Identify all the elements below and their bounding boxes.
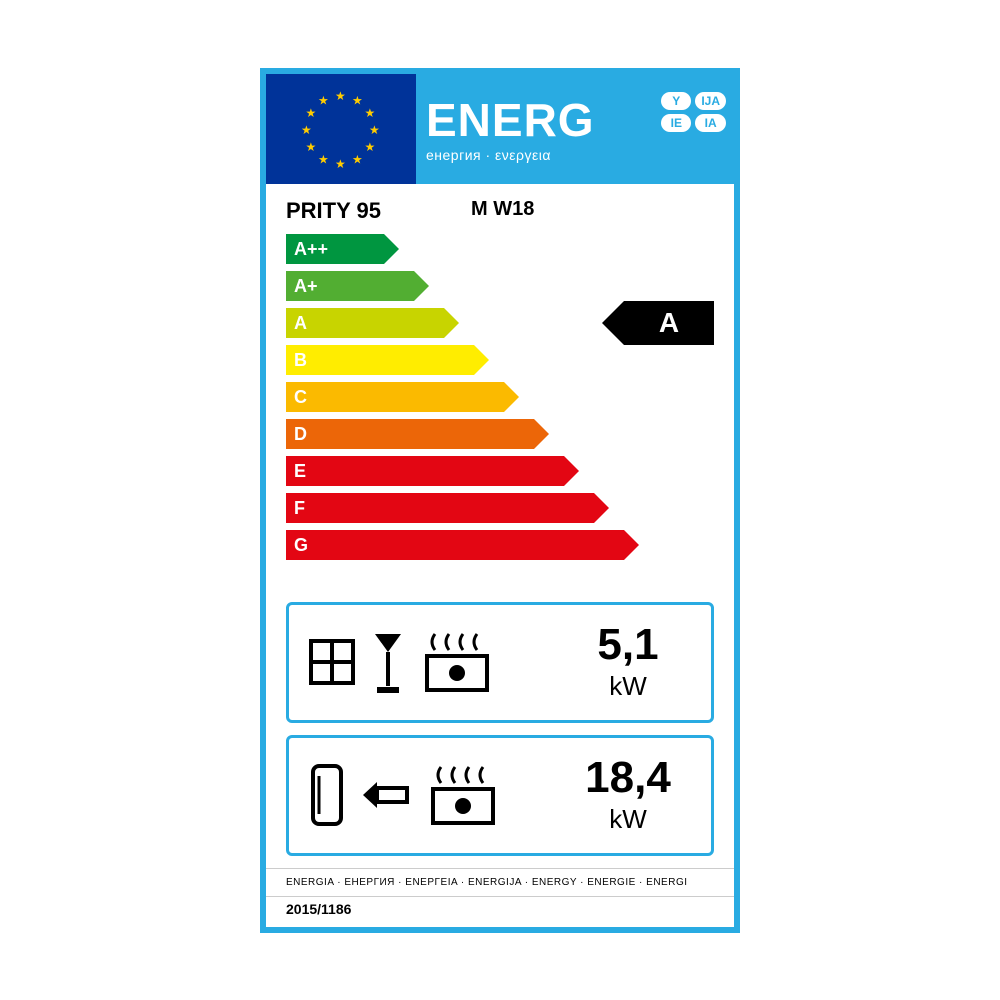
lamp-icon	[371, 630, 405, 694]
room-heat-value: 5,1 kW	[563, 623, 693, 702]
water-heat-icons	[307, 762, 563, 828]
scale-arrow: A+	[286, 271, 414, 301]
energ-pills: YIJAIEIA	[661, 92, 726, 132]
room-heat-box: 5,1 kW	[286, 602, 714, 723]
tank-icon	[307, 762, 347, 828]
energ-subtitle: енергия · ενεργεια	[426, 147, 724, 163]
scale-arrow: A	[286, 308, 444, 338]
energ-pill: IE	[661, 114, 691, 132]
water-heat-value: 18,4 kW	[563, 756, 693, 835]
energ-pill: IA	[695, 114, 726, 132]
stove-heat-icon	[425, 763, 501, 827]
energ-pill: Y	[661, 92, 691, 110]
eu-flag: ★★★★★★★★★★★★	[266, 74, 416, 184]
brand-row: PRITY 95 M W18	[266, 184, 734, 234]
rating-arrow: A	[624, 301, 714, 345]
eu-stars: ★★★★★★★★★★★★	[296, 84, 386, 174]
scale-arrow: G	[286, 530, 624, 560]
water-heat-number: 18,4	[563, 756, 693, 800]
scale-arrow: A++	[286, 234, 384, 264]
energ-pill: IJA	[695, 92, 726, 110]
scale-arrow: C	[286, 382, 504, 412]
water-heat-unit: kW	[563, 804, 693, 835]
scale-arrow: E	[286, 456, 564, 486]
footer-languages: ENERGIA · ЕНЕРГИЯ · ΕΝΕΡΓΕΙΑ · ENERGIJA …	[266, 868, 734, 892]
water-heat-box: 18,4 kW	[286, 735, 714, 856]
model-name: M W18	[471, 198, 534, 224]
scale-arrow: F	[286, 493, 594, 523]
regulation-number: 2015/1186	[266, 896, 734, 927]
scale-arrow: B	[286, 345, 474, 375]
room-heat-unit: kW	[563, 671, 693, 702]
brand-name: PRITY 95	[286, 198, 381, 224]
room-heat-number: 5,1	[563, 623, 693, 667]
label-header: ★★★★★★★★★★★★ ENERG енергия · ενεργεια YI…	[266, 74, 734, 184]
arrow-left-icon	[361, 778, 411, 812]
energ-block: ENERG енергия · ενεργεια YIJAIEIA	[416, 74, 734, 184]
energy-label: ★★★★★★★★★★★★ ENERG енергия · ενεργεια YI…	[260, 68, 740, 933]
room-heat-icons	[307, 630, 563, 694]
stove-heat-icon	[419, 630, 495, 694]
efficiency-scale: A A++A+ABCDEFG	[266, 234, 734, 590]
window-icon	[307, 637, 357, 687]
scale-arrow: D	[286, 419, 534, 449]
rating-label: A	[659, 307, 679, 338]
